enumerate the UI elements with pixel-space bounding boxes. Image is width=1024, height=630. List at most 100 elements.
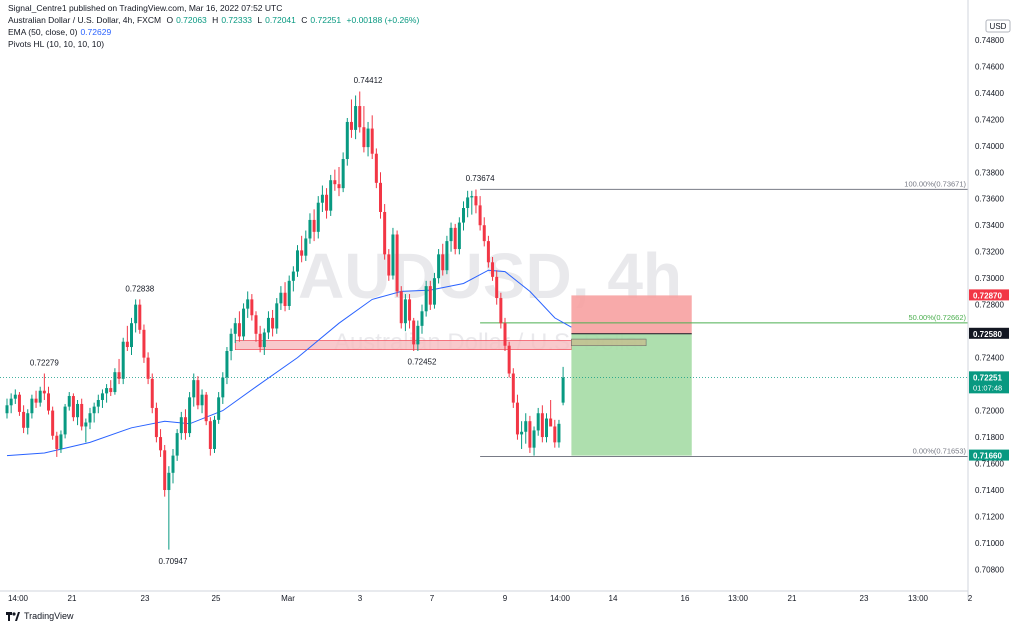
candle [474, 189, 478, 214]
candle-body [142, 329, 146, 358]
candle-body [424, 286, 428, 312]
candle [545, 413, 548, 443]
candle-body [5, 405, 9, 414]
candle [30, 394, 34, 419]
candle-body [242, 308, 246, 337]
x-tick-label: 21 [788, 594, 797, 603]
candle-body [300, 250, 304, 256]
candle [134, 299, 138, 333]
candle-body [167, 472, 171, 491]
candle-body [67, 396, 71, 407]
candle-body [159, 437, 163, 451]
candle [105, 384, 109, 403]
candle [329, 174, 333, 216]
candle [395, 230, 399, 297]
candle-body [507, 345, 511, 374]
candle-body [92, 406, 96, 414]
candle-body [325, 194, 329, 211]
ema-label: EMA (50, close, 0) [8, 27, 78, 37]
candle-body [466, 197, 470, 209]
candle [271, 309, 275, 337]
pivot-label: 0.70947 [159, 557, 188, 566]
pivots-legend[interactable]: Pivots HL (10, 10, 10, 10) [8, 39, 107, 49]
candle-body [291, 271, 295, 281]
candle-body [38, 390, 42, 403]
candle [262, 328, 266, 355]
candle-body [437, 254, 441, 279]
symbol-label[interactable]: Australian Dollar / U.S. Dollar, 4h, FXC… [8, 15, 162, 25]
candle [449, 222, 453, 252]
candle-body [113, 372, 117, 393]
candle-body [316, 202, 320, 232]
x-tick-label: 14:00 [550, 594, 571, 603]
candle [358, 91, 362, 133]
price-axis-label: 0.71660 [969, 449, 1009, 461]
y-tick-label: 0.73400 [975, 221, 1004, 230]
candle-body [428, 286, 432, 305]
x-tick-label: 16 [681, 594, 690, 603]
candle-body [296, 250, 299, 272]
candle [486, 235, 490, 268]
candle-body [84, 422, 88, 427]
candle-body [125, 341, 129, 348]
candle [150, 373, 154, 414]
y-tick-label: 0.71400 [975, 486, 1004, 495]
candle [503, 317, 507, 352]
candle [424, 280, 428, 317]
candle-body [117, 372, 121, 379]
candle [163, 445, 167, 497]
candle [67, 392, 71, 411]
x-tick-label: 25 [212, 594, 221, 603]
candle-body [30, 398, 34, 414]
candle [441, 243, 445, 276]
take-profit-zone [571, 333, 692, 456]
y-tick-label: 0.73800 [975, 168, 1004, 177]
y-tick-label: 0.70800 [975, 565, 1004, 574]
price-axis-label-bg [969, 327, 1009, 339]
tradingview-footer[interactable]: TradingView [6, 611, 74, 621]
tradingview-brand: TradingView [24, 611, 74, 621]
x-tick-label: 21 [68, 594, 77, 603]
candle-body [408, 299, 412, 321]
candle [130, 317, 133, 355]
ema-value: 0.72629 [80, 27, 112, 37]
candle [416, 320, 420, 352]
candle [304, 230, 308, 261]
candle [42, 373, 46, 400]
candle-body [320, 194, 324, 203]
open-value: 0.72063 [176, 15, 207, 25]
y-tick-label: 0.71200 [975, 513, 1004, 522]
x-tick-label: 3 [358, 594, 363, 603]
candle-body [121, 341, 125, 379]
price-axis-label: 0.72580 [969, 327, 1009, 339]
candle-body [179, 417, 183, 434]
candle-body [279, 292, 283, 304]
pivot-label: 0.74412 [354, 76, 383, 85]
candle [308, 213, 312, 244]
candle-body [511, 373, 515, 403]
candle-body [76, 403, 80, 418]
x-tick-label: 2 [968, 594, 973, 603]
candle [142, 324, 146, 363]
candle-body [536, 413, 540, 431]
price-axis-label-bg [969, 371, 1009, 394]
candle [511, 368, 515, 408]
candle [532, 426, 536, 456]
fib-level-label: 100.00%(0.73671) [904, 179, 966, 188]
candle [515, 394, 519, 440]
candle [341, 152, 345, 193]
candle-body [358, 106, 362, 128]
stop-loss-zone [571, 295, 692, 334]
ema-legend[interactable]: EMA (50, close, 0) 0.72629 [8, 27, 114, 37]
candle [246, 291, 250, 318]
candle-body [349, 121, 353, 130]
candle-body [482, 225, 486, 242]
candle [59, 430, 63, 453]
pivot-label: 0.72452 [408, 358, 437, 367]
candle [312, 209, 316, 242]
candle-body [134, 304, 138, 324]
candle-body [9, 398, 13, 406]
candle-body [262, 332, 266, 348]
candle [540, 405, 544, 443]
